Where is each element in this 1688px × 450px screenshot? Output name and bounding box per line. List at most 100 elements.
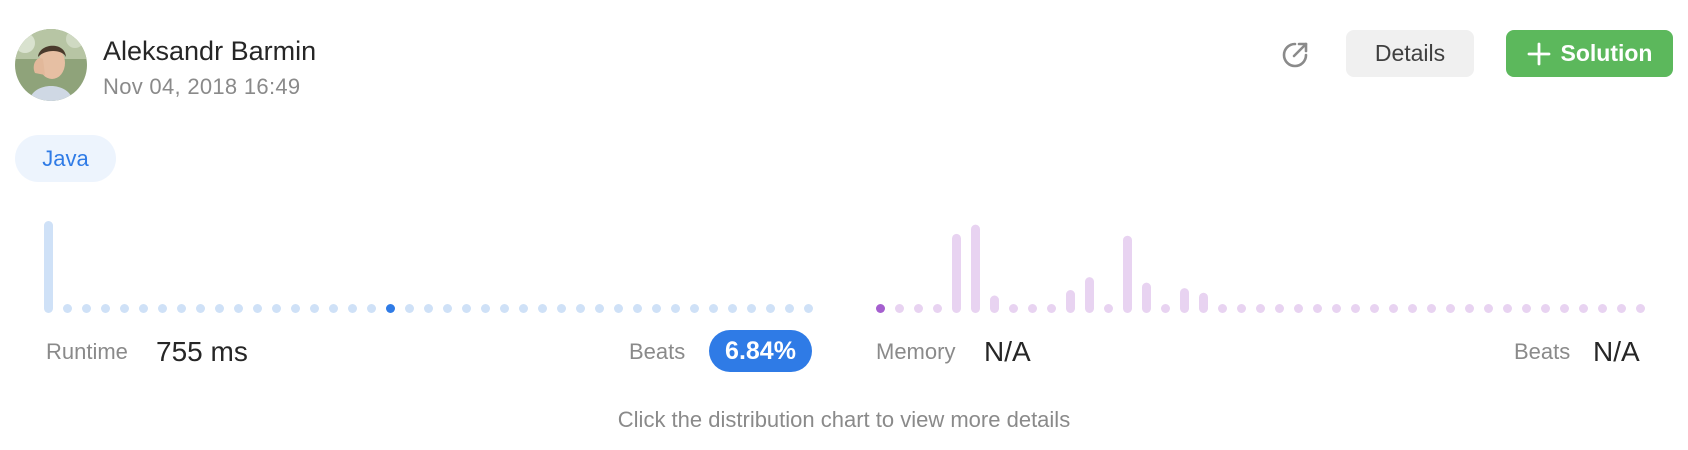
runtime-distribution-bar[interactable] <box>747 304 756 313</box>
memory-distribution-bar[interactable] <box>1218 304 1227 313</box>
runtime-distribution-bar[interactable] <box>804 304 813 313</box>
memory-distribution-bar[interactable] <box>1047 304 1056 313</box>
share-button[interactable] <box>1277 37 1313 73</box>
runtime-distribution-bar[interactable] <box>785 304 794 313</box>
memory-distribution-bar[interactable] <box>1275 304 1284 313</box>
memory-distribution-bar[interactable] <box>1104 304 1113 313</box>
runtime-distribution-bar[interactable] <box>234 304 243 313</box>
runtime-distribution-bar[interactable] <box>595 304 604 313</box>
memory-distribution-bar[interactable] <box>1522 304 1531 313</box>
runtime-distribution-bar[interactable] <box>139 304 148 313</box>
runtime-distribution-bar[interactable] <box>424 304 433 313</box>
runtime-distribution-bar[interactable] <box>253 304 262 313</box>
author-name[interactable]: Aleksandr Barmin <box>103 36 317 66</box>
runtime-distribution-bar[interactable] <box>367 304 376 313</box>
runtime-distribution-bar[interactable] <box>101 304 110 313</box>
runtime-distribution-bar[interactable] <box>215 304 224 313</box>
distribution-hint: Click the distribution chart to view mor… <box>617 407 1071 432</box>
avatar[interactable] <box>15 29 87 101</box>
runtime-distribution-bar[interactable] <box>272 304 281 313</box>
runtime-distribution-bar[interactable] <box>63 304 72 313</box>
runtime-distribution-bar[interactable] <box>519 304 528 313</box>
runtime-distribution-bar[interactable] <box>557 304 566 313</box>
memory-distribution-bar[interactable] <box>1636 304 1645 313</box>
memory-distribution-bar[interactable] <box>1161 304 1170 313</box>
runtime-distribution-bar[interactable] <box>120 304 129 313</box>
runtime-value: 755 ms <box>156 336 248 367</box>
memory-distribution-bar[interactable] <box>895 304 904 313</box>
runtime-distribution-chart[interactable] <box>44 215 814 315</box>
memory-distribution-bar[interactable] <box>933 304 942 313</box>
solution-button-label: Solution <box>1560 40 1653 66</box>
submission-date: Nov 04, 2018 16:49 <box>103 74 301 99</box>
memory-distribution-bar[interactable] <box>1617 304 1626 313</box>
memory-distribution-bar[interactable] <box>990 295 999 313</box>
memory-distribution-bar[interactable] <box>1142 282 1151 313</box>
memory-distribution-bar[interactable] <box>1199 292 1208 313</box>
memory-distribution-bar[interactable] <box>1294 304 1303 313</box>
memory-distribution-bar[interactable] <box>1313 304 1322 313</box>
memory-distribution-bar[interactable] <box>1446 304 1455 313</box>
memory-distribution-bar[interactable] <box>1408 304 1417 313</box>
runtime-distribution-bar[interactable] <box>44 221 53 313</box>
memory-distribution-bar[interactable] <box>1484 304 1493 313</box>
runtime-distribution-bar[interactable] <box>614 304 623 313</box>
memory-distribution-bar[interactable] <box>1541 304 1550 313</box>
runtime-distribution-bar[interactable] <box>291 304 300 313</box>
runtime-distribution-bar[interactable] <box>82 304 91 313</box>
runtime-distribution-bar[interactable] <box>671 304 680 313</box>
runtime-distribution-bar[interactable] <box>348 304 357 313</box>
runtime-distribution-bar[interactable] <box>196 304 205 313</box>
runtime-distribution-bar[interactable] <box>386 304 395 313</box>
runtime-distribution-bar[interactable] <box>766 304 775 313</box>
memory-distribution-bar[interactable] <box>952 233 961 313</box>
memory-distribution-bar[interactable] <box>1009 304 1018 313</box>
memory-value: N/A <box>984 336 1031 367</box>
runtime-distribution-bar[interactable] <box>462 304 471 313</box>
memory-label: Memory <box>876 339 956 364</box>
memory-distribution-bar[interactable] <box>1560 304 1569 313</box>
memory-distribution-bar[interactable] <box>1427 304 1436 313</box>
memory-distribution-bar[interactable] <box>1465 304 1474 313</box>
runtime-distribution-bar[interactable] <box>481 304 490 313</box>
memory-beats-value: N/A <box>1593 336 1640 367</box>
memory-distribution-bar[interactable] <box>1598 304 1607 313</box>
memory-distribution-bar[interactable] <box>1332 304 1341 313</box>
runtime-distribution-bar[interactable] <box>158 304 167 313</box>
memory-distribution-bar[interactable] <box>1351 304 1360 313</box>
memory-distribution-bar[interactable] <box>1389 304 1398 313</box>
memory-distribution-bar[interactable] <box>1237 304 1246 313</box>
runtime-distribution-bar[interactable] <box>500 304 509 313</box>
runtime-distribution-bar[interactable] <box>633 304 642 313</box>
runtime-distribution-bar[interactable] <box>177 304 186 313</box>
share-icon <box>1282 42 1308 68</box>
memory-distribution-bar[interactable] <box>1066 290 1075 313</box>
memory-distribution-bar[interactable] <box>876 304 885 313</box>
memory-distribution-bar[interactable] <box>1123 235 1132 313</box>
runtime-distribution-bar[interactable] <box>709 304 718 313</box>
plus-icon <box>1527 42 1551 66</box>
memory-distribution-bar[interactable] <box>971 224 980 313</box>
runtime-distribution-bar[interactable] <box>405 304 414 313</box>
memory-distribution-bar[interactable] <box>1028 304 1037 313</box>
runtime-distribution-bar[interactable] <box>728 304 737 313</box>
runtime-distribution-bar[interactable] <box>538 304 547 313</box>
runtime-distribution-bar[interactable] <box>310 304 319 313</box>
runtime-distribution-bar[interactable] <box>576 304 585 313</box>
runtime-beats-badge: 6.84% <box>709 330 812 372</box>
memory-distribution-chart[interactable] <box>876 215 1646 315</box>
memory-distribution-bar[interactable] <box>1256 304 1265 313</box>
runtime-distribution-bar[interactable] <box>652 304 661 313</box>
add-solution-button[interactable]: Solution <box>1506 30 1673 77</box>
memory-distribution-bar[interactable] <box>914 304 923 313</box>
runtime-beats-label: Beats <box>629 339 686 364</box>
memory-distribution-bar[interactable] <box>1180 288 1189 313</box>
runtime-distribution-bar[interactable] <box>329 304 338 313</box>
memory-distribution-bar[interactable] <box>1503 304 1512 313</box>
memory-distribution-bar[interactable] <box>1085 277 1094 313</box>
runtime-distribution-bar[interactable] <box>443 304 452 313</box>
memory-distribution-bar[interactable] <box>1579 304 1588 313</box>
runtime-distribution-bar[interactable] <box>690 304 699 313</box>
memory-distribution-bar[interactable] <box>1370 304 1379 313</box>
details-button[interactable]: Details <box>1346 30 1474 77</box>
